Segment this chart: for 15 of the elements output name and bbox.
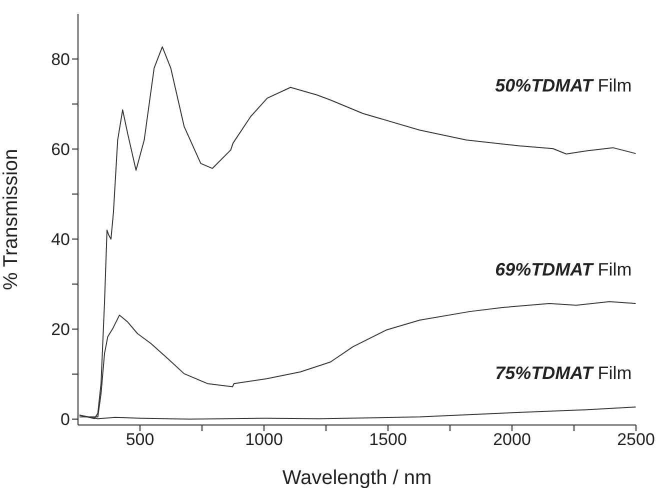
x-axis-title: Wavelength / nm: [282, 467, 432, 488]
text: 50%TDMAT Film: [495, 76, 632, 96]
series-label: 75%TDMAT Film: [495, 362, 632, 383]
x-tick-label: 1500: [369, 430, 407, 450]
x-tick-label: 2000: [493, 430, 531, 450]
x-tick-label: 2500: [617, 430, 655, 450]
y-tick-label: 40: [51, 230, 70, 250]
series-label: 69%TDMAT Film: [495, 259, 632, 280]
y-axis-title: % Transmission: [0, 148, 22, 290]
y-tick-label: 0: [60, 410, 70, 430]
y-tick-label: 20: [51, 320, 70, 340]
x-tick-label: 500: [126, 430, 154, 450]
x-tick-label: 1000: [245, 430, 283, 450]
y-tick-label: 80: [51, 50, 70, 70]
y-tick-label: 60: [51, 140, 70, 160]
